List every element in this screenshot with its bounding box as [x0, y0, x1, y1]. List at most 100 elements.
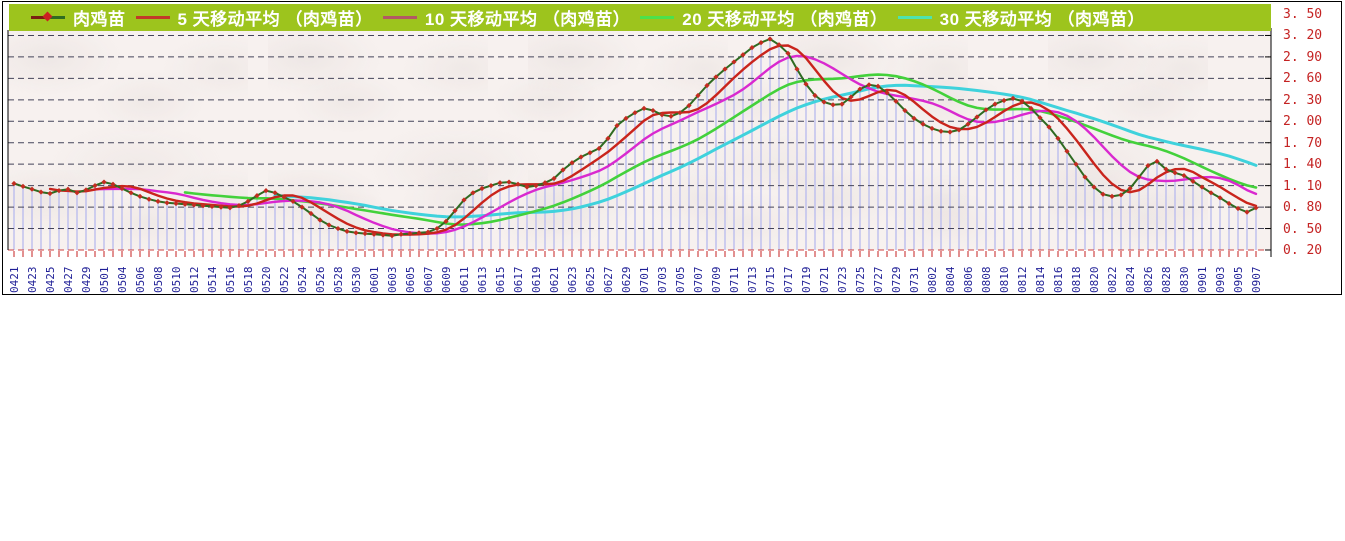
x-axis-label: 0501 — [98, 267, 111, 294]
data-point-marker — [929, 125, 935, 132]
data-point-marker — [416, 230, 422, 236]
y-axis-label: 0. 50 — [1283, 221, 1323, 237]
data-point-marker — [569, 160, 575, 166]
x-axis-label: 0508 — [152, 267, 165, 294]
data-point-marker — [74, 190, 80, 196]
data-point-marker — [830, 102, 836, 108]
legend-label: 5 天移动平均 （肉鸡苗） — [177, 10, 373, 29]
data-point-marker — [650, 107, 656, 114]
data-point-marker — [578, 154, 584, 160]
x-axis-label: 0629 — [620, 267, 633, 294]
data-point-marker — [785, 50, 791, 56]
data-point-marker — [47, 190, 53, 197]
data-point-marker — [434, 225, 440, 232]
data-point-marker — [182, 201, 188, 207]
legend-swatch-icon — [897, 16, 932, 19]
series-ma30-line — [273, 83, 1258, 219]
data-point-marker — [1244, 209, 1250, 215]
data-point-marker — [191, 202, 197, 208]
data-point-marker — [101, 179, 107, 185]
data-point-marker — [200, 203, 206, 209]
data-point-marker — [623, 115, 629, 122]
x-axis-label: 0518 — [242, 267, 255, 294]
x-axis-label: 0703 — [656, 267, 669, 294]
data-point-marker — [506, 179, 512, 185]
price-chart-frame: 0421 0423 0425 0427 0429 0501 0504 0506 0508 0510… — [2, 1, 1342, 295]
data-point-marker — [542, 180, 548, 186]
x-axis-label: 0605 — [404, 267, 417, 294]
legend-swatch-icon — [135, 16, 170, 19]
x-axis-label: 0715 — [764, 267, 777, 294]
data-point-marker — [1145, 163, 1151, 169]
legend-label: 30 天移动平均 （肉鸡苗） — [939, 10, 1145, 29]
data-point-marker — [551, 175, 557, 182]
data-point-marker — [1154, 158, 1160, 164]
y-axis-label: 1. 70 — [1283, 135, 1323, 151]
data-point-marker — [668, 113, 674, 119]
x-axis-label: 0504 — [116, 266, 129, 293]
data-point-marker — [470, 190, 476, 196]
x-axis-label: 0907 — [1250, 267, 1263, 294]
data-point-marker — [704, 82, 710, 89]
data-point-marker — [299, 204, 305, 210]
x-axis-label: 0903 — [1214, 267, 1227, 294]
x-axis-label: 0804 — [944, 266, 957, 293]
data-point-marker — [137, 193, 143, 199]
data-point-marker — [254, 193, 260, 199]
data-point-marker — [308, 210, 314, 217]
data-point-marker — [920, 121, 926, 127]
data-point-marker — [245, 198, 251, 204]
data-point-marker — [1109, 193, 1115, 199]
data-point-marker — [389, 233, 395, 239]
x-axis-label: 0423 — [26, 267, 39, 294]
y-axis-label: 2. 00 — [1283, 114, 1323, 130]
data-point-marker — [29, 186, 35, 192]
x-axis-label: 0713 — [746, 267, 759, 294]
legend-item-2: 5 天移动平均 （肉鸡苗） — [135, 5, 373, 30]
data-point-marker — [821, 99, 827, 105]
x-axis-label: 0701 — [638, 267, 651, 294]
data-point-marker — [164, 200, 170, 206]
data-point-marker — [686, 102, 692, 109]
data-point-marker — [1235, 205, 1241, 212]
x-axis-label: 0729 — [890, 267, 903, 294]
data-point-marker — [236, 203, 242, 209]
x-axis-label: 0830 — [1178, 267, 1191, 294]
data-point-marker — [776, 42, 782, 48]
data-point-marker — [695, 92, 701, 99]
x-axis-label: 0705 — [674, 267, 687, 294]
diamond-marker-icon — [42, 11, 53, 22]
data-point-marker — [677, 110, 683, 116]
x-axis-label: 0623 — [566, 267, 579, 294]
y-axis-label: 2. 60 — [1283, 71, 1323, 87]
y-axis-label: 2. 90 — [1283, 49, 1323, 65]
data-point-marker — [407, 230, 413, 237]
x-axis-label: 0619 — [530, 267, 543, 294]
data-point-marker — [1100, 191, 1106, 197]
x-axis-label: 0603 — [386, 267, 399, 294]
data-point-marker — [317, 217, 323, 223]
legend-item-3: 10 天移动平均 （肉鸡苗） — [382, 5, 630, 30]
data-point-marker — [740, 52, 746, 58]
data-point-marker — [263, 188, 269, 194]
data-point-marker — [533, 183, 539, 189]
data-point-marker — [146, 196, 152, 202]
data-point-marker — [1217, 195, 1223, 201]
data-point-marker — [659, 112, 665, 118]
y-axis-label: 1. 40 — [1283, 157, 1323, 173]
data-point-marker — [803, 81, 809, 87]
data-point-marker — [425, 229, 431, 235]
x-axis-label: 0826 — [1142, 267, 1155, 294]
x-axis-label: 0822 — [1106, 267, 1119, 294]
x-axis-label: 0711 — [728, 267, 741, 294]
x-axis-label: 0421 — [8, 267, 21, 294]
legend-swatch-icon — [31, 11, 65, 22]
data-point-marker — [380, 232, 386, 238]
data-point-marker — [974, 114, 980, 120]
data-point-marker — [272, 190, 278, 196]
x-axis-label: 0806 — [962, 267, 975, 294]
data-point-marker — [749, 45, 755, 51]
x-axis-label: 0607 — [422, 267, 435, 294]
legend-label: 20 天移动平均 （肉鸡苗） — [682, 10, 888, 29]
x-axis-label: 0723 — [836, 267, 849, 294]
